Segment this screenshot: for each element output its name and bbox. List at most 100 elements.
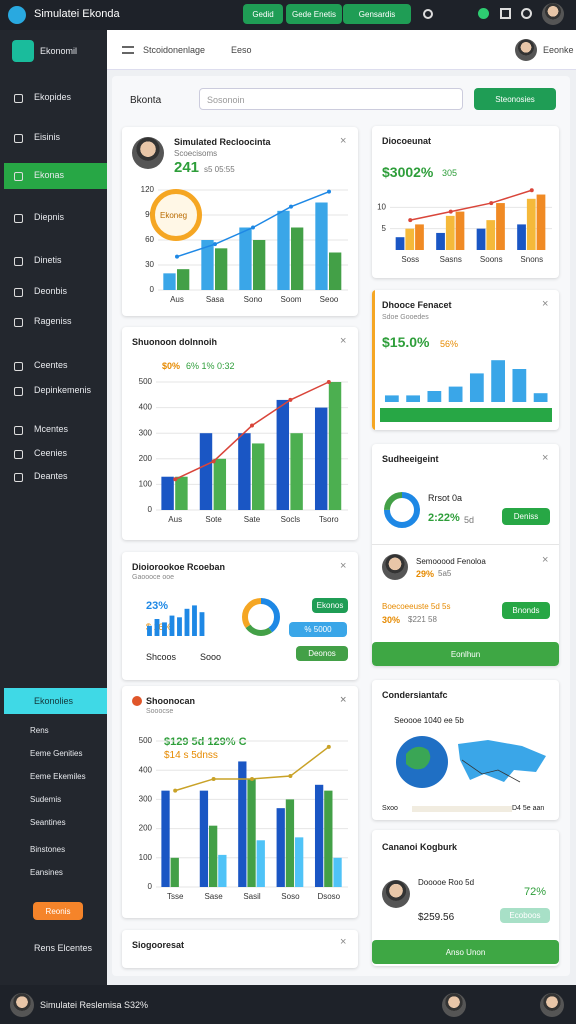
input-placeholder[interactable]: Sosonoin [207,95,245,105]
bar [154,619,160,636]
x-tick-label: Snons [520,255,543,264]
settings-icon[interactable] [521,8,532,19]
top-button[interactable]: Gedid [243,4,283,24]
person-name: Semooood Fenoloa [416,557,486,566]
sidebar-item[interactable]: Dinetis [34,255,62,265]
sidebar-icon [14,426,23,435]
sidebar-icon [14,172,23,181]
bar [239,227,252,290]
bar [170,857,179,887]
brand: Ekonomil [40,46,78,56]
close[interactable]: × [340,694,347,706]
section-title[interactable]: Ekonolies [34,696,74,706]
sidebar-item[interactable]: Ekonas [34,170,65,180]
sidebar-item[interactable]: Deonbis [34,286,68,296]
card-value: $15.0% [382,334,430,350]
button[interactable]: Deniss [502,508,550,525]
avatar [132,137,164,169]
chart: 0 100 200 300 400 500 Aus Sote Sate Socls Tsoro [139,377,348,524]
sidebar-item[interactable]: Rageniss [34,316,72,326]
y-tick-label: 0 [148,505,153,514]
close[interactable]: × [542,452,549,464]
avatar[interactable] [542,3,564,25]
sidebar-item[interactable]: Depinkemenis [34,385,92,395]
sidebar-item[interactable]: Ceentes [34,360,68,370]
sidebar-item[interactable]: Rens [30,726,49,735]
card-value: 241 [174,159,200,176]
bar [469,373,484,402]
donut-segment [242,598,280,636]
bar [238,433,251,510]
footer-bar[interactable]: Anso Unon [372,940,559,964]
card: Shuonoon dolnnoih $0% 6% 1% 0:32 × 0 100 2… [122,327,358,540]
sidebar-item[interactable]: Sudemis [30,795,62,804]
close[interactable]: × [542,554,549,566]
pill[interactable]: Deonos [296,646,348,661]
button[interactable]: Bnonds [502,602,550,619]
search[interactable]: Eeso [231,45,252,55]
logo [8,6,26,24]
close[interactable]: × [340,135,347,147]
top-button[interactable]: Gede Enetis [286,4,342,24]
button[interactable]: Ecoboos [500,908,550,923]
accent [372,290,375,430]
sidebar-item[interactable]: Eansines [30,868,63,877]
avatar[interactable] [442,993,466,1017]
y-tick-label: 400 [139,403,153,412]
toolbar-button[interactable]: Steonosies [474,88,556,110]
bar [163,273,176,290]
footer-left: Sxoo [382,805,398,812]
x-tick-label: Soso [281,892,300,901]
sidebar-item[interactable]: Eisinis [34,132,61,142]
close[interactable]: × [340,560,347,572]
card: Dhooce Fenacet Sdoe Gooedes × $15.0% 56% [372,290,559,430]
x-tick-label: Aus [170,295,184,304]
bar [184,608,190,636]
sidebar-item[interactable]: Binstones [30,845,66,854]
card-subtitle: Gaoooce ooe [132,574,175,581]
avatar[interactable] [515,39,537,61]
search-input[interactable] [199,88,463,110]
bar [177,617,182,636]
close[interactable]: × [542,298,549,310]
bar [486,220,496,250]
top-button[interactable]: Gensardis [343,4,411,24]
land [458,740,546,782]
trend-point [288,774,293,779]
pill[interactable]: % 5000 [289,622,347,637]
sidebar-item[interactable]: Diepnis [34,212,65,222]
user-name[interactable]: Eeonke [543,45,574,55]
menu-icon[interactable] [122,46,134,54]
bar [175,476,188,510]
bar [177,269,190,290]
avatar[interactable] [540,993,564,1017]
card-subtitle: Sdoe Gooedes [382,314,429,321]
sidebar-item[interactable]: Rens Elcentes [34,943,93,953]
sidebar-item[interactable]: Mcentes [34,424,69,434]
close[interactable]: × [340,936,347,948]
sidebar-item[interactable]: Seantines [30,818,66,827]
y-tick-label: 30 [145,260,154,269]
y-tick-label: 60 [145,235,154,244]
avatar[interactable] [10,993,34,1017]
sidebar-item[interactable]: Deantes [34,471,68,481]
status-icon[interactable] [478,8,489,19]
grid-icon[interactable] [500,8,511,19]
footer-bar[interactable]: Eonlhun [372,642,559,666]
pill[interactable]: Ekonos [312,598,348,613]
sidebar-item[interactable]: Eeme Ekemiles [30,772,86,781]
x-tick-label: Tsoro [319,515,339,524]
card: Sudheeigeint × Rrsot 0a 2:22% 5d Deniss … [372,444,559,666]
x-tick-label: Sase [204,892,223,901]
search-icon[interactable] [423,9,433,19]
donut [242,598,280,636]
sidebar-item[interactable]: Ceenies [34,448,68,458]
close[interactable]: × [340,335,347,347]
trend-point [288,397,293,402]
card-note: s5 05:55 [204,165,235,174]
sidebar-item[interactable]: Ekopides [34,92,72,102]
close[interactable]: × [340,694,347,706]
bar [295,837,304,887]
sidebar-item[interactable]: Eeme Genities [30,749,83,758]
badge[interactable]: Reonis [33,902,83,920]
